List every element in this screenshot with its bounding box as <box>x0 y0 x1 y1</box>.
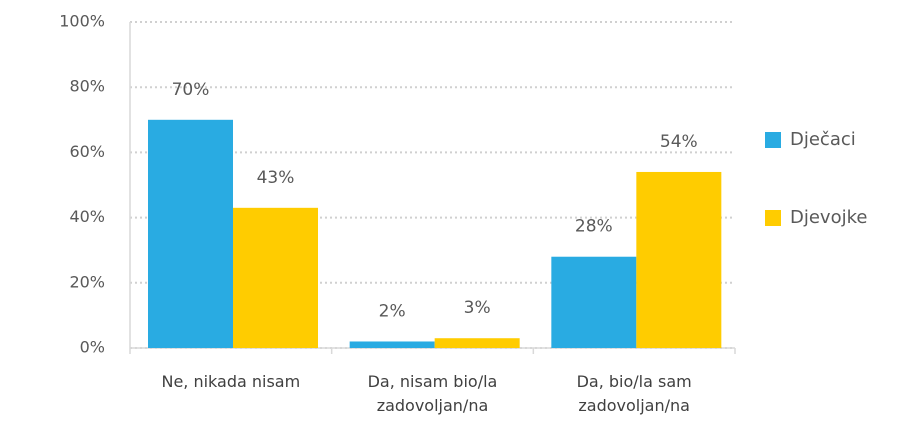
y-tick-label: 60% <box>69 142 105 161</box>
legend-swatch <box>765 210 781 226</box>
legend-label: Djevojke <box>790 207 867 228</box>
data-label: 70% <box>172 80 210 100</box>
x-tick-label: Da, bio/la sam zadovoljan/na <box>576 372 692 415</box>
y-tick-label: 40% <box>69 207 105 226</box>
bar <box>551 256 637 348</box>
bar <box>434 338 520 348</box>
data-label: 43% <box>257 168 295 188</box>
bar <box>148 119 233 348</box>
x-tick-label: Da, nisam bio/la zadovoljan/na <box>367 372 498 415</box>
bar <box>636 171 722 348</box>
legend-swatch <box>765 132 781 148</box>
data-label: 2% <box>379 301 406 321</box>
bar <box>349 341 435 348</box>
legend-label: Dječaci <box>790 129 856 150</box>
data-label: 3% <box>464 298 491 318</box>
y-tick-label: 20% <box>69 272 105 291</box>
bar <box>233 207 318 348</box>
data-label: 28% <box>575 217 613 237</box>
data-label: 54% <box>660 132 698 152</box>
y-tick-label: 0% <box>80 338 105 357</box>
y-tick-label: 80% <box>69 77 105 96</box>
y-tick-label: 100% <box>59 12 105 31</box>
x-tick-label: Ne, nikada nisam <box>161 372 301 391</box>
